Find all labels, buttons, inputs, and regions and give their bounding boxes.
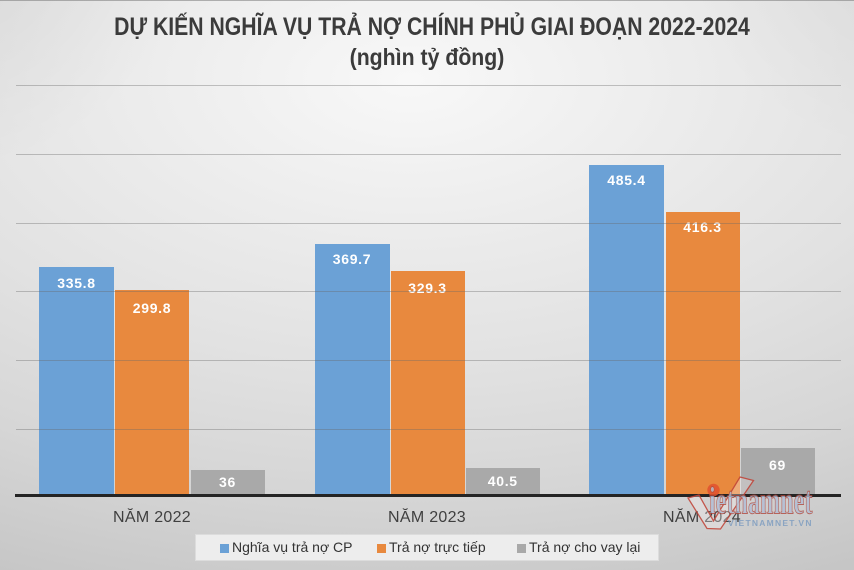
svg-text:ietnamnet: ietnamnet	[709, 480, 813, 523]
svg-text:VIETNAMNET.VN: VIETNAMNET.VN	[728, 518, 813, 528]
